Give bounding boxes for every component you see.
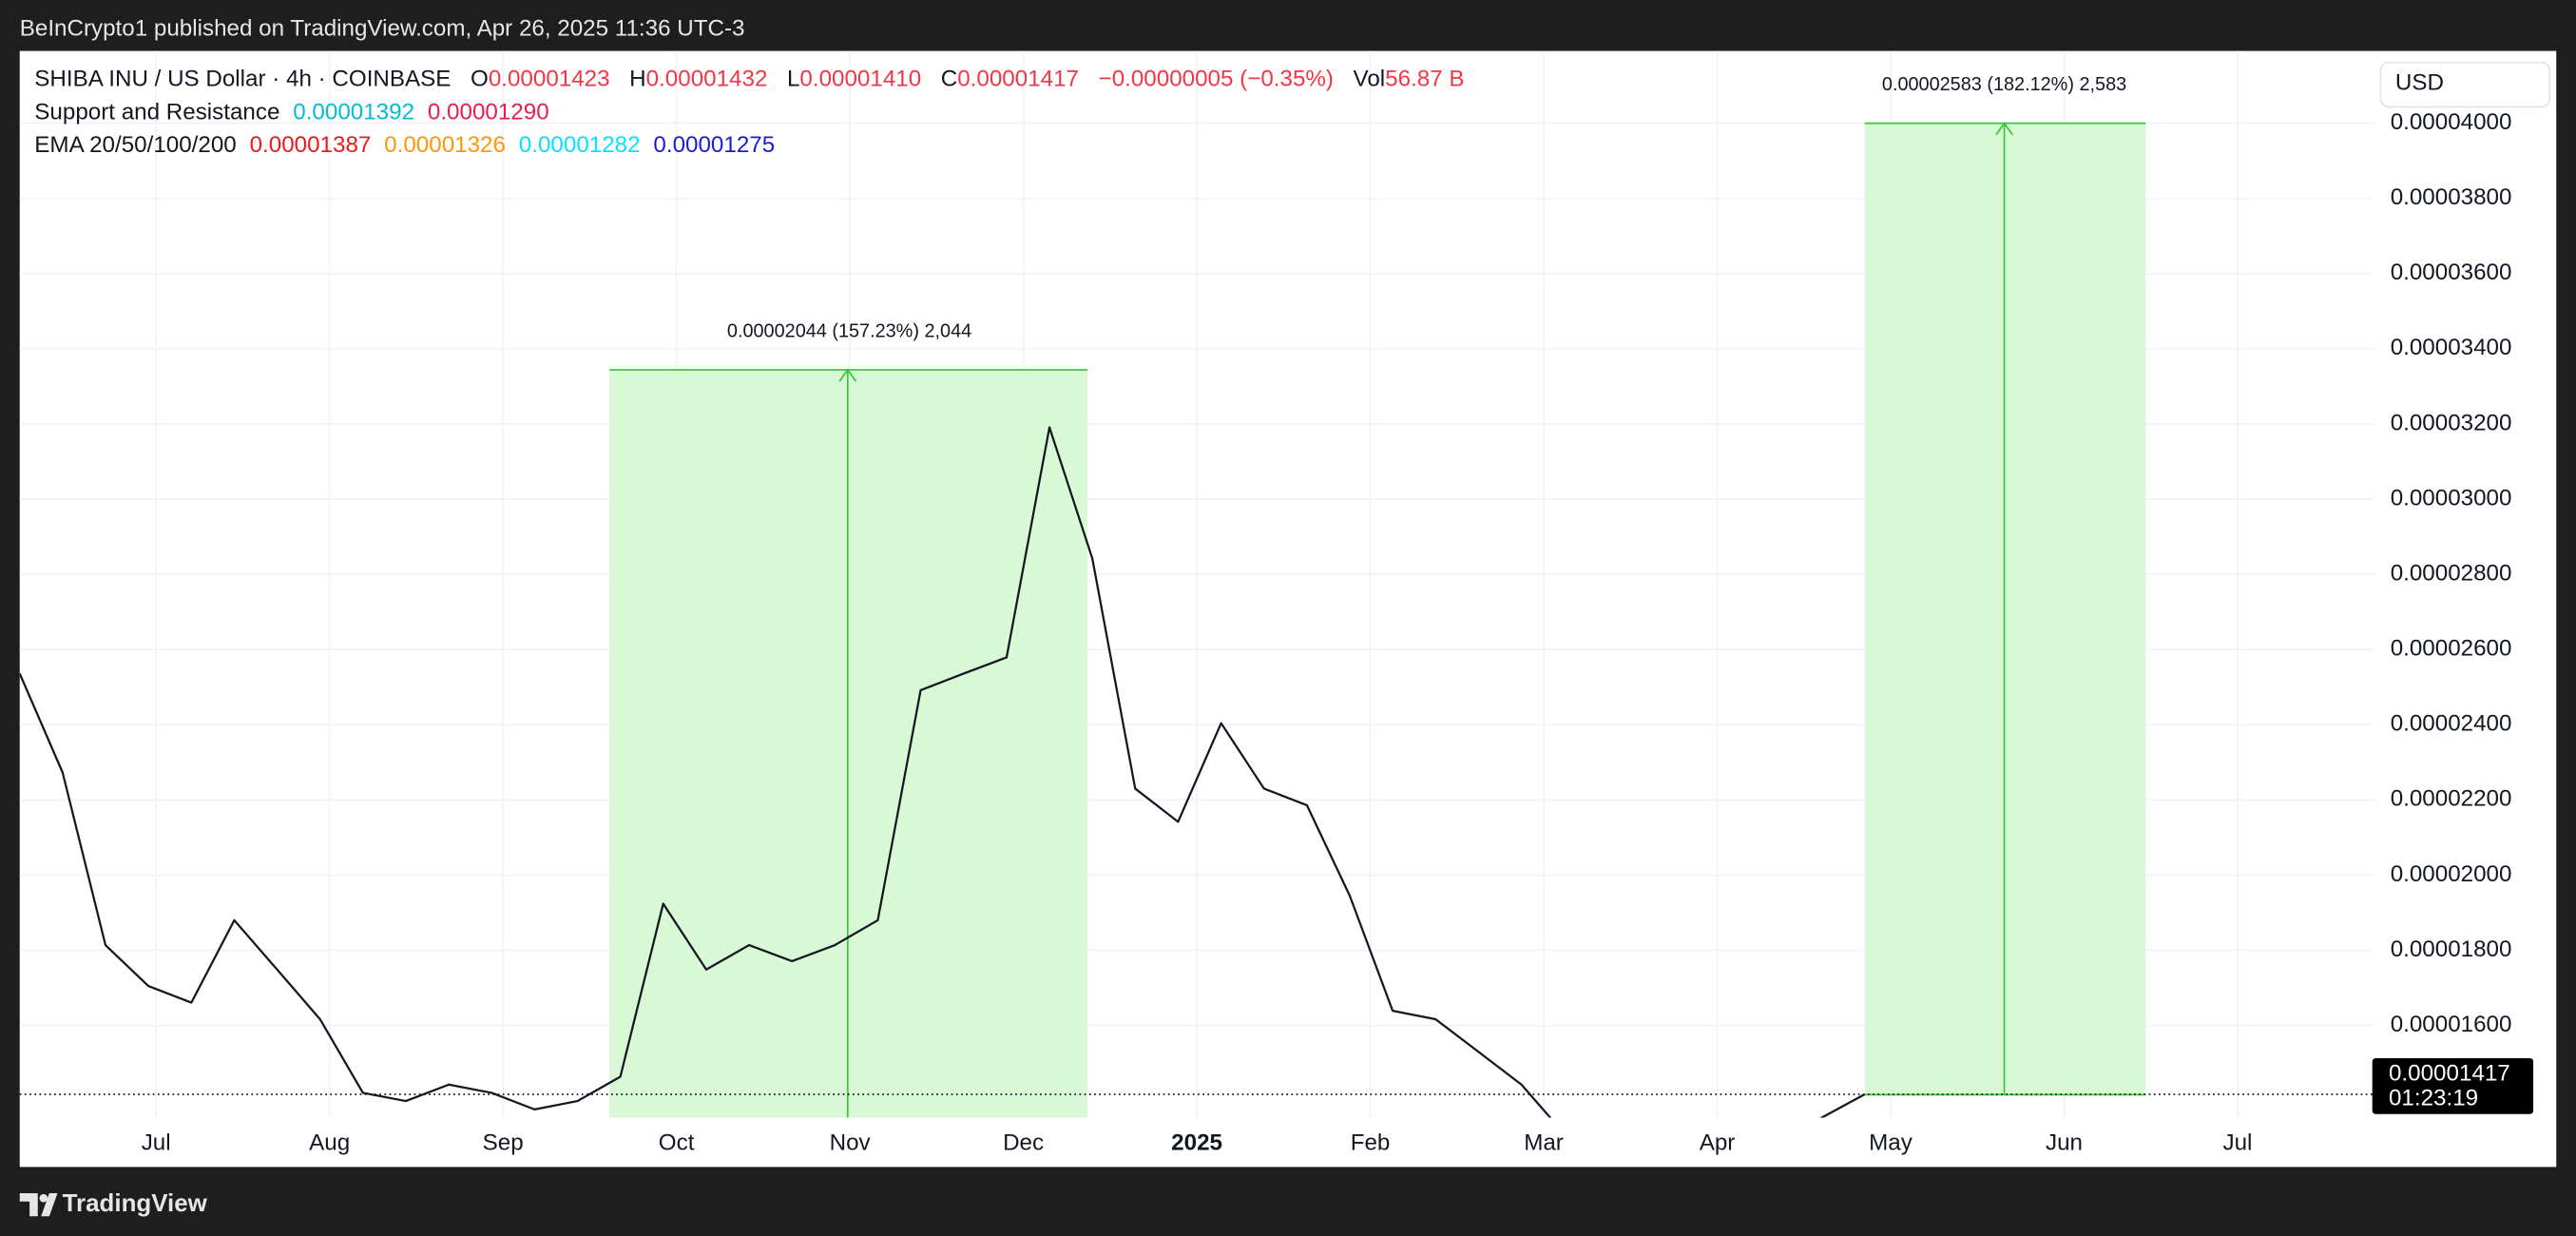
x-tick-label: Oct — [659, 1130, 695, 1156]
footer-logo: TradingView — [19, 1190, 208, 1217]
y-tick-label: 0.00004000 — [2391, 109, 2512, 135]
x-tick-label: Sep — [483, 1130, 524, 1156]
last-price-label: 0.00001417 — [2389, 1061, 2510, 1087]
x-tick-label: Jun — [2046, 1130, 2083, 1156]
measure-label: 0.00002044 (157.23%) 2,044 — [727, 320, 971, 341]
measure-label: 0.00002583 (182.12%) 2,583 — [1882, 74, 2126, 95]
measure-2: 0.00002583 (182.12%) 2,583 — [1864, 74, 2146, 1096]
x-tick-label: Apr — [1700, 1130, 1736, 1156]
y-tick-label: 0.00002000 — [2391, 861, 2512, 887]
indicator-line: EMA 20/50/100/200 0.00001387 0.00001326 0.0… — [34, 132, 775, 158]
indicator-value: 0.00001326 — [384, 132, 506, 158]
currency-button[interactable] — [2379, 61, 2551, 108]
ohlc-key: H — [629, 67, 645, 92]
logo-dot — [39, 1193, 48, 1203]
logo-mark — [19, 1193, 38, 1217]
plot-area — [19, 426, 2374, 1118]
publisher-line: BeInCrypto1 published on TradingView.com… — [20, 16, 745, 42]
indicator-value: 0.00001387 — [250, 132, 372, 158]
volume: 56.87 B — [1385, 67, 1464, 92]
x-tick-label: Nov — [830, 1130, 872, 1156]
ohlc-key: O — [471, 67, 489, 92]
brand: TradingView — [63, 1190, 208, 1217]
symbol-line: SHIBA INU / US Dollar · 4h · COINBASE O0… — [34, 67, 1464, 92]
chart-panel — [19, 50, 2557, 1168]
indicator-value: 0.00001275 — [653, 132, 775, 158]
y-tick-label: 0.00003200 — [2391, 410, 2512, 435]
y-tick-label: 0.00002400 — [2391, 711, 2512, 737]
axes: 0.00001600 0.00001800 0.00002000 0.00002200… — [142, 109, 2534, 1156]
x-tick-label: Jul — [142, 1130, 171, 1156]
legend: SHIBA INU / US Dollar · 4h · COINBASE O0… — [34, 67, 1464, 158]
price-line — [19, 426, 1866, 1118]
indicator-value: 0.00001282 — [519, 132, 641, 158]
x-tick-label: May — [1869, 1130, 1913, 1156]
x-tick-label: Feb — [1351, 1130, 1391, 1156]
indicator-name: EMA 20/50/100/200 — [34, 132, 236, 158]
ohlc-key: C — [941, 67, 957, 92]
y-tick-label: 0.00002800 — [2391, 560, 2512, 586]
indicator-value: 0.00001290 — [428, 100, 549, 126]
ohlc-value: 0.00001410 — [799, 67, 921, 92]
y-tick-label: 0.00003800 — [2391, 184, 2512, 210]
y-tick-label: 0.00003000 — [2391, 485, 2512, 511]
change: −0.00000005 (−0.35%) — [1099, 67, 1334, 92]
currency-label[interactable]: USD — [2395, 70, 2444, 96]
x-tick-label: Mar — [1524, 1130, 1564, 1156]
x-tick-label: 2025 — [1171, 1130, 1222, 1156]
x-tick-label: Aug — [309, 1130, 350, 1156]
ohlc-value: 0.00001417 — [957, 67, 1079, 92]
ohlc-value: 0.00001423 — [489, 67, 610, 92]
volume-key: Vol — [1354, 67, 1386, 92]
countdown: 01:23:19 — [2389, 1086, 2478, 1111]
arrow-head — [1995, 122, 2013, 136]
indicator-value: 0.00001392 — [293, 100, 414, 126]
ohlc-value: 0.00001432 — [646, 67, 768, 92]
y-tick-label: 0.00002200 — [2391, 786, 2512, 812]
measure-1: 0.00002044 (157.23%) 2,044 — [609, 320, 1088, 1118]
logo-mark — [41, 1193, 58, 1217]
y-tick-label: 0.00002600 — [2391, 636, 2512, 662]
y-tick-label: 0.00003400 — [2391, 335, 2512, 360]
x-tick-label: Jul — [2223, 1130, 2253, 1156]
y-tick-label: 0.00001800 — [2391, 937, 2512, 962]
last-price-box — [2372, 1057, 2534, 1114]
ohlc-key: L — [787, 67, 799, 92]
y-tick-label: 0.00001600 — [2391, 1012, 2512, 1037]
indicator-line: Support and Resistance 0.00001392 0.000012… — [34, 100, 548, 126]
indicator-name: Support and Resistance — [34, 100, 279, 126]
symbol: SHIBA INU / US Dollar · 4h · COINBASE — [34, 67, 451, 92]
arrow-head — [838, 368, 857, 382]
x-tick-label: Dec — [1003, 1130, 1044, 1156]
y-tick-label: 0.00003600 — [2391, 260, 2512, 285]
